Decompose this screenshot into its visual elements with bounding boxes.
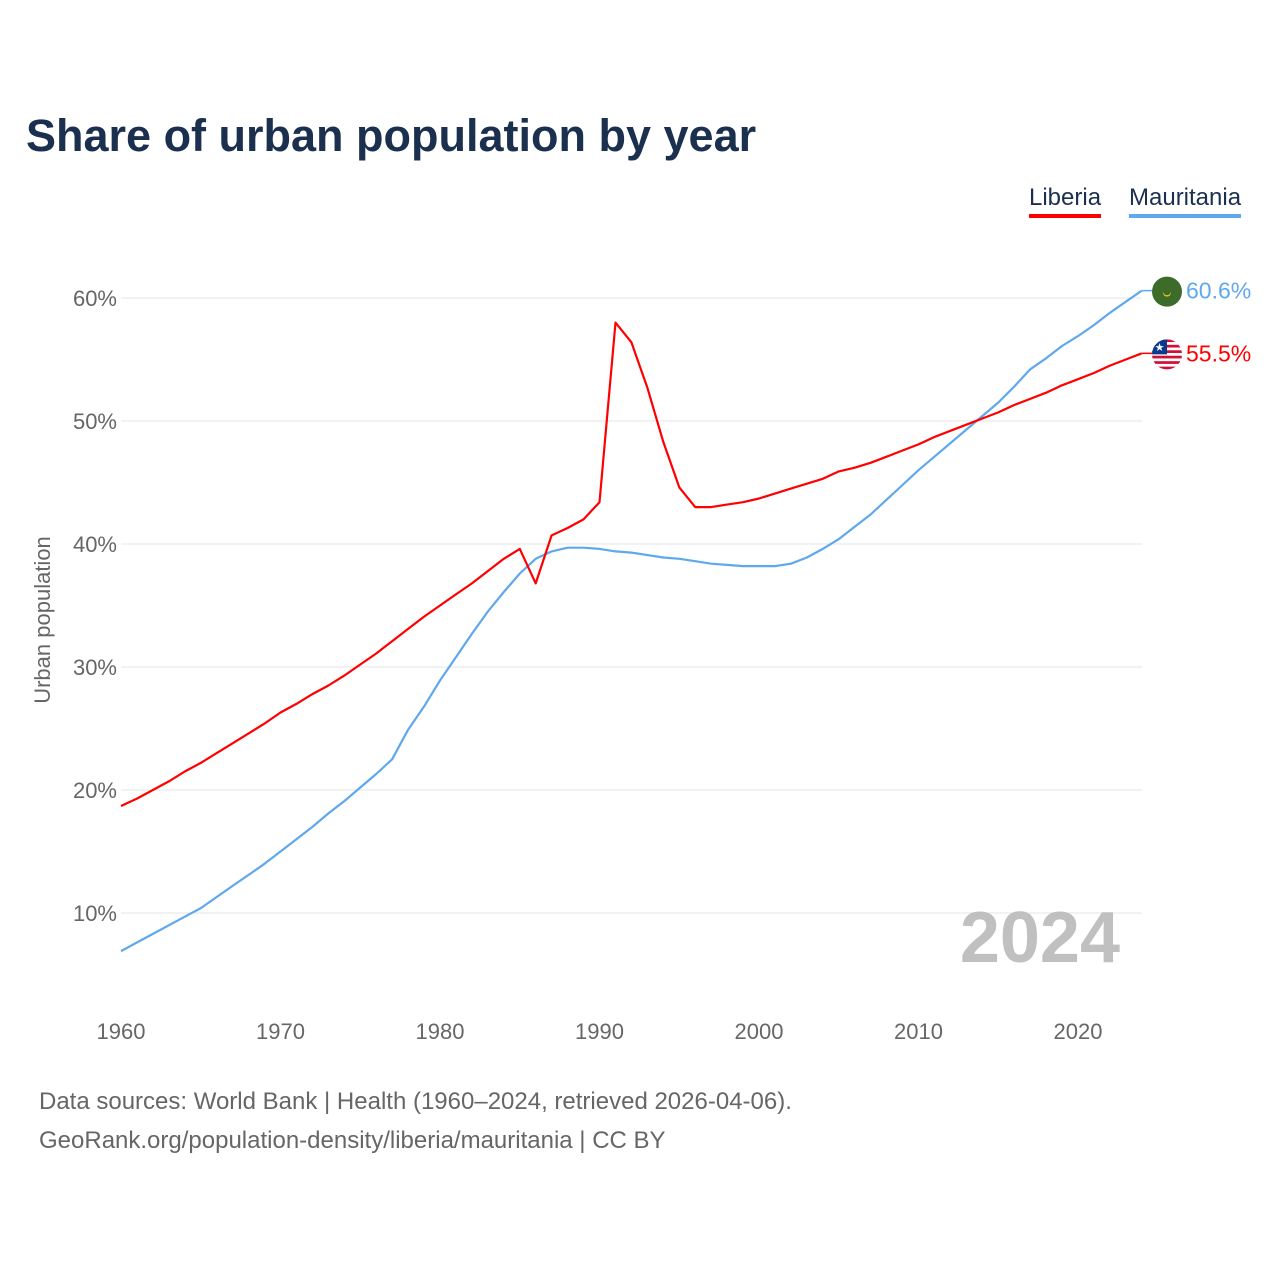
end-value-label-mauritania: 60.6%	[1186, 278, 1251, 304]
chart-title: Share of urban population by year	[26, 110, 757, 161]
crescent-mask	[1163, 287, 1171, 296]
legend-mauritania[interactable]: Mauritania	[1129, 184, 1242, 218]
y-tick-label: 40%	[73, 532, 117, 557]
x-tick-label: 1970	[256, 1019, 305, 1044]
y-axis-label: Urban population	[30, 536, 55, 704]
source-link[interactable]: GeoRank.org/population-density/liberia/m…	[39, 1127, 666, 1154]
x-tick-label: 1990	[575, 1019, 624, 1044]
legend-liberia[interactable]: Liberia	[1029, 184, 1102, 218]
series-line-mauritania	[120, 289, 1143, 953]
source-text: Data sources: World Bank | Health (1960–…	[39, 1088, 792, 1115]
year-watermark: 2024	[960, 898, 1120, 978]
x-tick-label: 2010	[894, 1019, 943, 1044]
y-tick-label: 20%	[73, 778, 117, 803]
x-tick-label: 1980	[416, 1019, 465, 1044]
y-tick-label: 10%	[73, 901, 117, 926]
y-tick-label: 50%	[73, 409, 117, 434]
series-line-liberia	[120, 321, 1143, 807]
x-tick-label: 2020	[1054, 1019, 1103, 1044]
y-tick-label: 60%	[73, 286, 117, 311]
x-tick-label: 2000	[735, 1019, 784, 1044]
x-tick-label: 1960	[97, 1019, 146, 1044]
end-value-label-liberia: 55.5%	[1186, 340, 1251, 366]
y-tick-label: 30%	[73, 655, 117, 680]
liberia-flag-icon: ★	[1152, 339, 1182, 370]
svg-text:★: ★	[1155, 342, 1165, 354]
